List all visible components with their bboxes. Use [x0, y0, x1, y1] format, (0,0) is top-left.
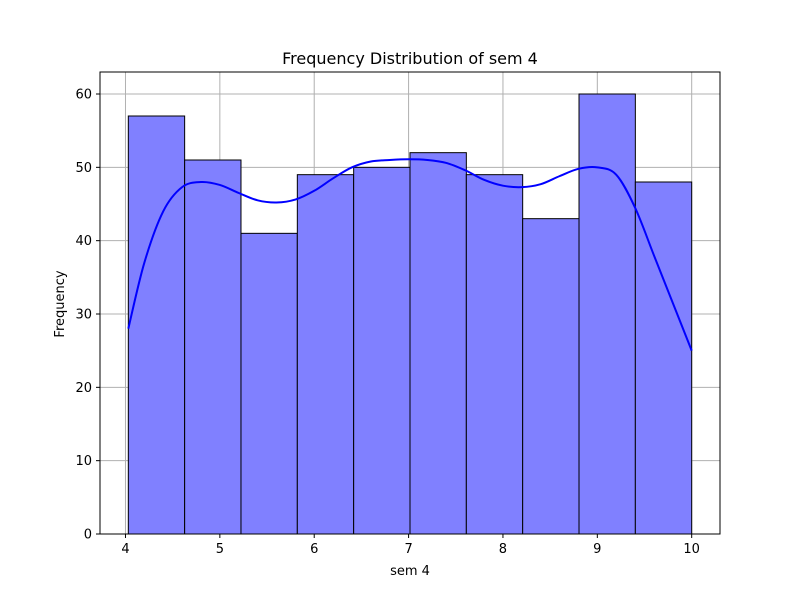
plot-frame	[99, 71, 721, 535]
x-tick-label: 10	[683, 542, 700, 557]
histogram-bar	[634, 181, 693, 535]
histogram-bar	[465, 174, 524, 535]
histogram-bar	[184, 159, 242, 535]
y-axis-title: Frequency	[53, 270, 68, 337]
histogram-bar	[353, 166, 411, 535]
x-tick-label: 6	[310, 542, 318, 557]
histogram-bar	[578, 93, 636, 535]
y-tick-label: 60	[75, 88, 92, 103]
x-tick-label: 8	[499, 542, 507, 557]
histogram-bar	[409, 152, 467, 535]
x-axis-title: sem 4	[390, 564, 430, 579]
y-axis-ticks: 0 10 20 30 40 50 60	[75, 88, 100, 543]
y-tick-label: 40	[75, 234, 92, 249]
x-axis-ticks: 4 5 6 7 8 9 10	[121, 534, 700, 557]
x-tick-label: 4	[121, 542, 129, 557]
histogram-bars	[127, 93, 693, 535]
y-tick-label: 0	[84, 528, 92, 543]
y-tick-label: 30	[75, 308, 92, 323]
y-tick-label: 50	[75, 161, 92, 176]
y-tick-label: 10	[75, 454, 92, 469]
histogram-bar	[296, 174, 355, 535]
histogram-bar	[240, 232, 298, 535]
chart-title: Frequency Distribution of sem 4	[282, 49, 538, 68]
x-tick-label: 5	[216, 542, 224, 557]
kde-curve	[127, 158, 693, 352]
x-tick-label: 7	[404, 542, 412, 557]
histogram-bar	[522, 218, 580, 535]
y-tick-label: 20	[75, 381, 92, 396]
histogram-bar	[127, 115, 186, 535]
x-tick-label: 9	[593, 542, 601, 557]
